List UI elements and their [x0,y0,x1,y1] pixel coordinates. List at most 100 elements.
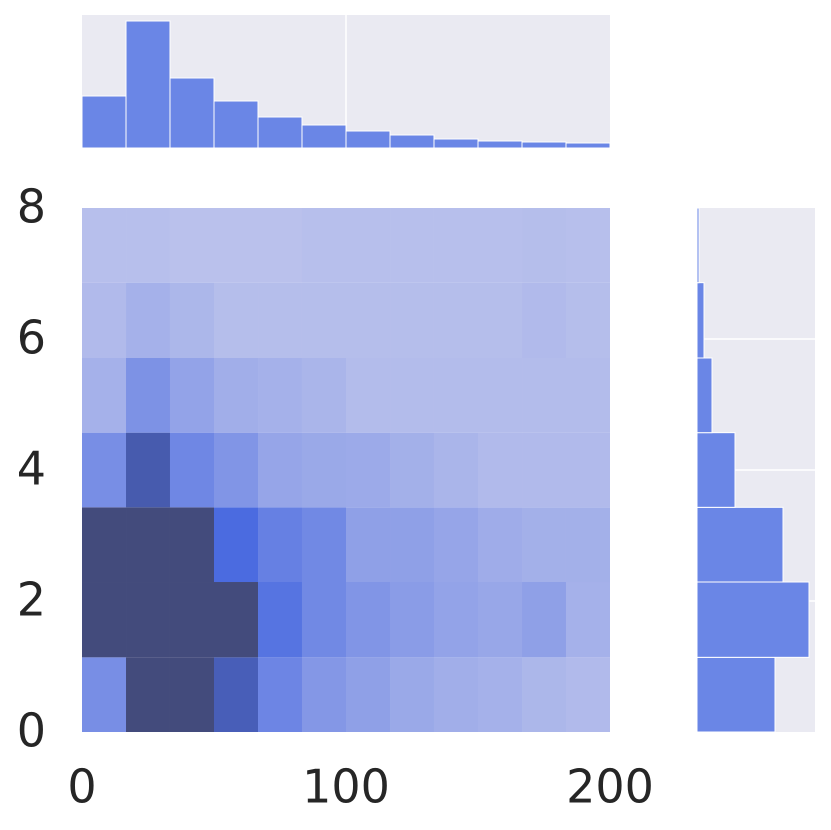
y-tick-label: 0 [17,704,46,758]
hist2d-cell [169,432,214,508]
hist2d-cell [565,208,610,283]
hist2d-cell [126,432,170,508]
hist2d-cell [390,582,434,658]
hist2d-cell [433,357,478,433]
hist2d-cell [390,507,434,583]
hist2d-cell [433,582,478,658]
hist2d-cell [214,657,259,732]
hist2d-cell [522,208,566,283]
x-tick-label: 100 [302,760,390,814]
histogram-bar [696,207,700,284]
histogram-bar [565,142,611,149]
hist2d-cell [346,582,391,658]
hist2d-cell [522,357,566,433]
hist2d-cell [346,657,391,732]
hist2d-cell [478,582,523,658]
histogram-bar [257,116,303,149]
histogram-bar [696,506,784,583]
histogram-bar [521,141,567,149]
hist2d-cell [258,507,302,583]
hist2d-cell [126,657,170,732]
hist2d-cell [301,357,346,433]
hist2d-cell [478,282,523,358]
hist2d-cell [390,657,434,732]
hist2d-cell [478,657,523,732]
hist2d-cell [301,432,346,508]
hist2d-cell [258,432,302,508]
hist2d-cell [522,657,566,732]
hist2d-cell [346,507,391,583]
hist2d-cell [169,282,214,358]
hist2d-cell [169,357,214,433]
histogram-bar [125,20,171,149]
hist2d-cell [258,582,302,658]
histogram-bar [433,138,479,149]
hist2d-cell [214,282,259,358]
hist2d-cell [258,357,302,433]
y-tick-label: 6 [17,311,46,365]
hist2d-cell [214,357,259,433]
hist2d-cell [433,208,478,283]
hist2d-cell [126,357,170,433]
hist2d-cell [478,432,523,508]
histogram-bar [213,100,259,149]
hist2d-cell [565,507,610,583]
hist2d-cell [346,357,391,433]
histogram-bar [81,95,127,149]
histogram-bar [301,124,347,149]
x-tick-label: 0 [67,760,96,814]
hist2d-cell [258,657,302,732]
hist2d-cell [390,357,434,433]
hist2d-cell [82,507,127,583]
hist2d-cell [346,282,391,358]
histogram-bar [696,282,705,359]
hist2d-cell [169,657,214,732]
hist2d-cell [214,507,259,583]
hist2d-cell [126,282,170,358]
hist2d-cell [433,282,478,358]
hist2d-cell [82,657,127,732]
histogram-bar [696,357,713,434]
histogram-bar [696,432,736,508]
histogram-bar [169,77,215,149]
y-tick-label: 8 [17,180,46,234]
hist2d-cell [565,432,610,508]
hist2d-cell [301,507,346,583]
hist2d-cell [126,208,170,283]
hist2d-cell [301,208,346,283]
histogram-bar [696,581,810,658]
hist2d-cell [82,582,127,658]
y-tick-label: 2 [17,573,46,627]
hist2d-cell [522,432,566,508]
x-tick-label: 200 [566,760,654,814]
hist2d-cell [390,282,434,358]
hist2d-cell [565,282,610,358]
hist2d-cell [258,208,302,283]
hist2d-cell [258,282,302,358]
hist2d-cell [301,282,346,358]
hist2d-cell [169,582,214,658]
hist2d-cell [433,657,478,732]
hist2d-cell [126,582,170,658]
histogram-bar [345,130,391,149]
hist2d-cell [301,582,346,658]
hist2d-cell [346,432,391,508]
hist2d-cell [565,357,610,433]
hist2d-cell [433,432,478,508]
hist2d-cell [522,282,566,358]
histogram-bar [696,656,776,733]
hist2d-cell [522,582,566,658]
hist2d-cell [346,208,391,283]
hist2d-cell [126,507,170,583]
hist2d-cell [82,357,127,433]
histogram-bar [389,134,435,149]
hist2d-cell [565,657,610,732]
hist2d-cell [301,657,346,732]
hist2d-cell [433,507,478,583]
hist2d-cell [390,432,434,508]
hist2d-cell [169,208,214,283]
hist2d-cell [169,507,214,583]
hist2d-cell [82,208,127,283]
